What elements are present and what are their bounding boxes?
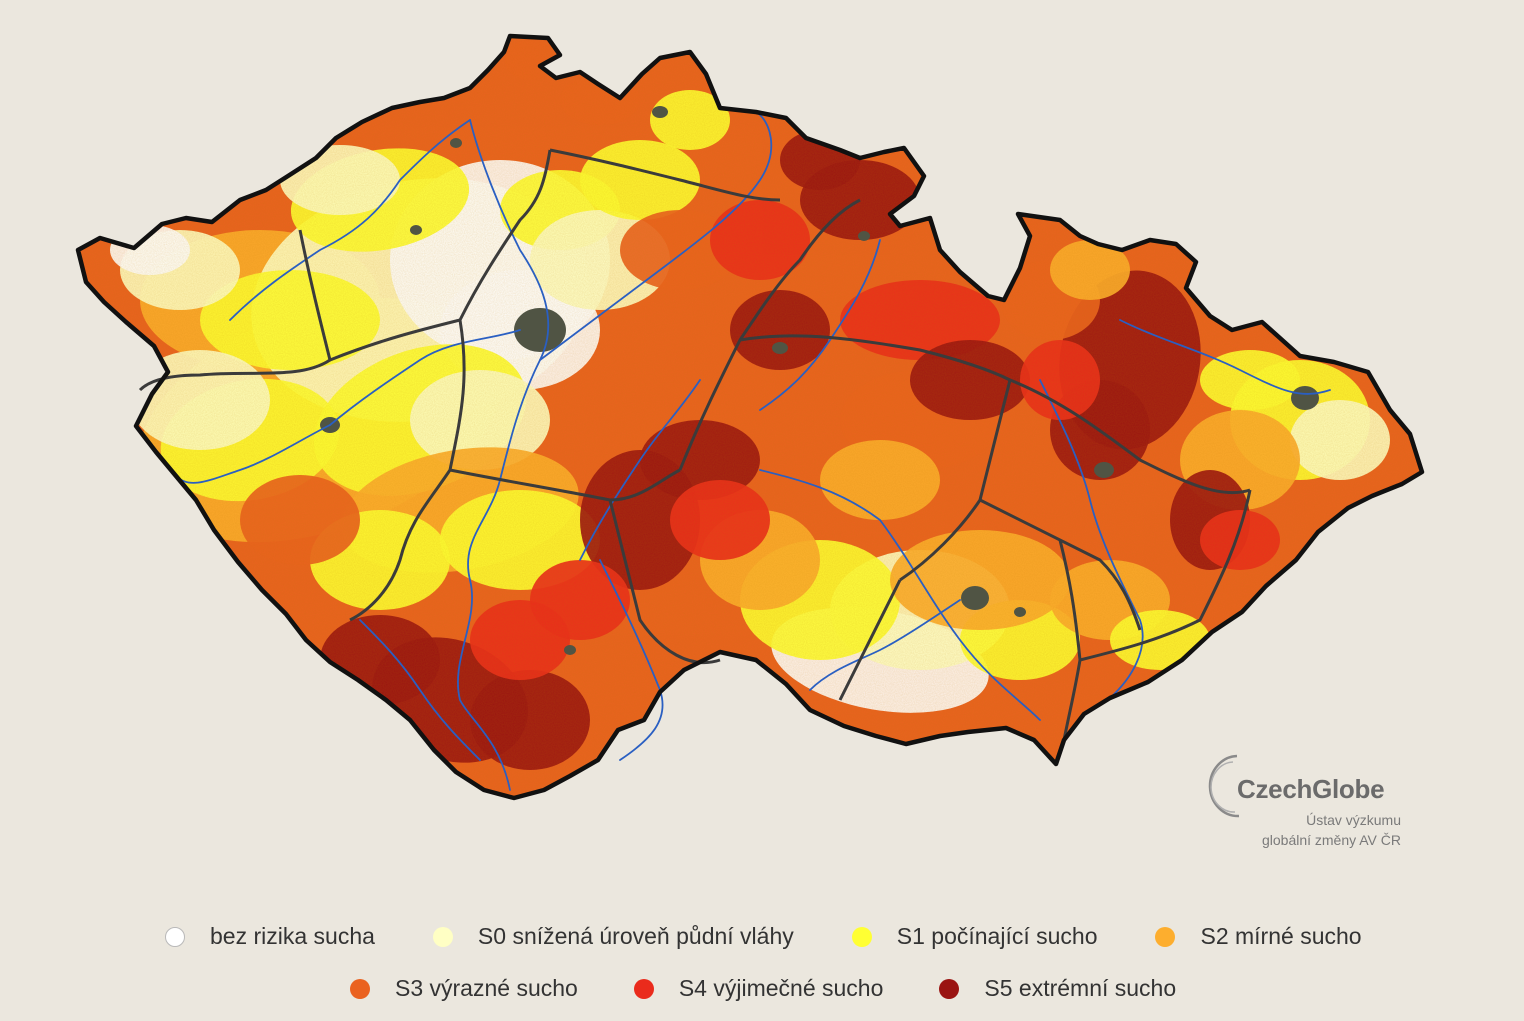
legend-item-s5: S5 extrémní sucho: [939, 975, 1176, 1002]
country-border: [75, 33, 1425, 801]
legend-row-1: bez rizika sucha S0 snížená úroveň půdní…: [165, 923, 1362, 950]
logo-name: CzechGlobe: [1237, 774, 1385, 804]
legend-label: S2 mírné sucho: [1200, 923, 1362, 949]
legend-swatch-s4-icon: [633, 978, 654, 999]
legend-swatch-s5-icon: [939, 978, 960, 999]
legend-item-s3: S3 výrazné sucho: [350, 975, 578, 1002]
logo-subtitle-2: globální změny AV ČR: [1261, 832, 1401, 848]
czechglobe-logo: CzechGlobe Ústav výzkumu globální změny …: [1205, 752, 1425, 862]
legend-label: S1 počínající sucho: [896, 923, 1098, 949]
legend-swatch-s1-icon: [851, 926, 872, 947]
legend-swatch-s2-icon: [1155, 926, 1176, 947]
legend-label: S3 výrazné sucho: [395, 975, 578, 1001]
drought-map: CzechGlobe Ústav výzkumu globální změny …: [75, 33, 1425, 862]
map-legend: bez rizika sucha S0 snížená úroveň půdní…: [0, 905, 1524, 1015]
region-borders: [138, 148, 1252, 741]
czech-republic-map: [75, 33, 1425, 801]
legend-item-s0: S0 snížená úroveň půdní vláhy: [432, 923, 794, 950]
logo-arc-icon: [1208, 754, 1240, 818]
drought-layer: [78, 36, 1422, 798]
legend-row-2: S3 výrazné sucho S4 výjimečné sucho S5 e…: [350, 975, 1176, 1002]
logo-subtitle-1: Ústav výzkumu: [1306, 812, 1401, 828]
legend-item-s2: S2 mírné sucho: [1155, 923, 1362, 950]
legend-swatch-s0-icon: [432, 926, 453, 947]
legend-label: S4 výjimečné sucho: [678, 975, 884, 1001]
legend-swatch-s3-icon: [350, 978, 370, 999]
legend-swatch-white-icon: [165, 926, 185, 947]
legend-item-bez-rizika: bez rizika sucha: [165, 923, 375, 950]
legend-label: S0 snížená úroveň půdní vláhy: [477, 923, 794, 949]
legend-label: S5 extrémní sucho: [984, 975, 1177, 1001]
legend-label: bez rizika sucha: [210, 923, 375, 949]
legend-item-s4: S4 výjimečné sucho: [633, 975, 884, 1002]
legend-item-s1: S1 počínající sucho: [851, 923, 1098, 950]
